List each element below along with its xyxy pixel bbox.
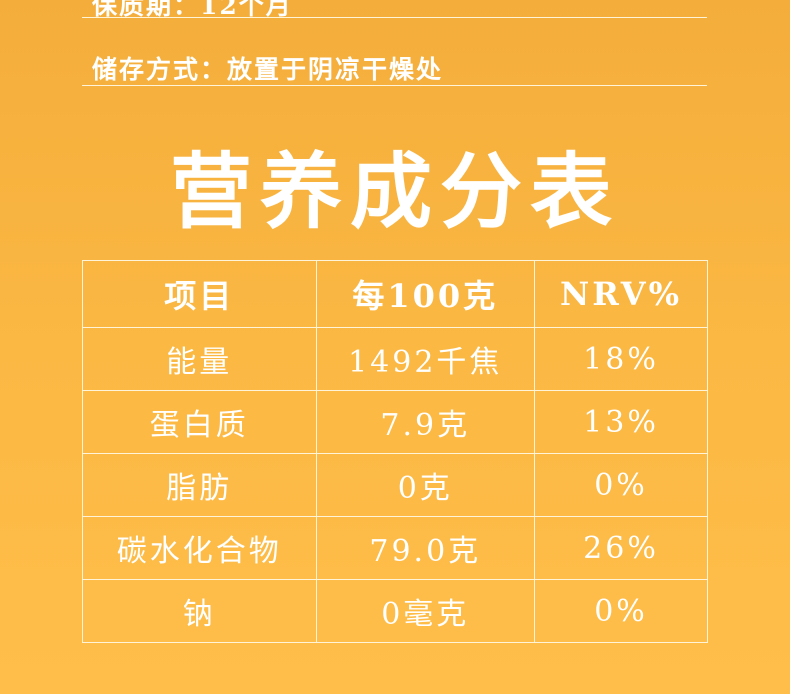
table-cell: 13% (534, 390, 708, 454)
shelf-life: 保质期：12个月 (92, 0, 293, 20)
table-row: 能量 1492千焦 18% (82, 327, 708, 391)
table-cell: 0% (534, 579, 708, 643)
table-cell: 能量 (82, 327, 317, 391)
table-row: 碳水化合物 79.0克 26% (82, 516, 708, 580)
column-header: 每100克 (315, 260, 536, 328)
column-header: 项目 (82, 260, 317, 328)
table-row: 钠 0毫克 0% (82, 579, 708, 643)
storage: 储存方式：放置于阴凉干燥处 (92, 55, 444, 84)
table-cell: 79.0克 (315, 516, 536, 580)
title: 营养成分表 (169, 144, 620, 240)
table-cell: 0克 (315, 453, 536, 517)
table-cell: 蛋白质 (82, 390, 317, 454)
table-cell: 0毫克 (315, 579, 536, 643)
table-cell: 1492千焦 (315, 327, 536, 391)
divider (82, 85, 707, 86)
header-row: 项目 每100克 NRV% (82, 260, 708, 328)
table-cell: 钠 (82, 579, 317, 643)
table-cell: 0% (534, 453, 708, 517)
table-cell: 脂肪 (82, 453, 317, 517)
column-header: NRV% (534, 260, 708, 328)
table-cell: 26% (534, 516, 708, 580)
table-row: 蛋白质 7.9克 13% (82, 390, 708, 454)
table-cell: 18% (534, 327, 708, 391)
table-row: 脂肪 0克 0% (82, 453, 708, 517)
nutrition-table: 项目 每100克 NRV% 能量 1492千焦 18% 蛋白质 7.9克 13% 脂肪 0克 0% 碳… (82, 260, 708, 643)
divider (82, 17, 707, 18)
table-cell: 碳水化合物 (82, 516, 317, 580)
table-cell: 7.9克 (315, 390, 536, 454)
